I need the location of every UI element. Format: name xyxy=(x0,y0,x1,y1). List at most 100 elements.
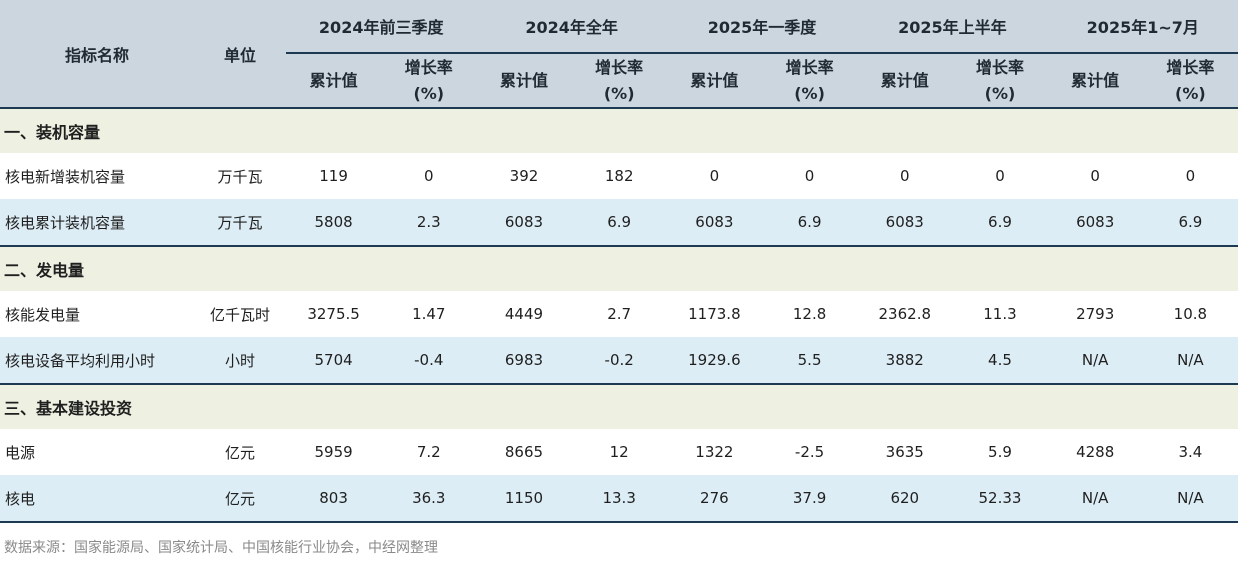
cumulative-value-cell: 6083 xyxy=(1047,199,1143,247)
header-growth-rate: 增长率 (%) xyxy=(761,53,858,109)
cumulative-value-cell: 2793 xyxy=(1047,291,1143,337)
growth-rate-cell: 6.9 xyxy=(952,199,1048,247)
indicator-unit: 亿元 xyxy=(194,429,286,475)
growth-rate-cell: -2.5 xyxy=(761,429,858,475)
indicator-unit: 万千瓦 xyxy=(194,153,286,199)
cumulative-value-cell: 3275.5 xyxy=(286,291,382,337)
cumulative-value-cell: 803 xyxy=(286,475,382,523)
indicator-name: 核电设备平均利用小时 xyxy=(0,337,194,385)
cumulative-value-cell: 6083 xyxy=(666,199,762,247)
indicator-unit: 亿元 xyxy=(194,475,286,523)
growth-rate-cell: 10.8 xyxy=(1142,291,1238,337)
growth-rate-cell: -0.4 xyxy=(381,337,477,385)
cumulative-value-cell: 3882 xyxy=(857,337,953,385)
section-title: 二、发电量 xyxy=(0,246,1238,291)
cumulative-value-cell: 119 xyxy=(286,153,382,199)
cumulative-value-cell: 1929.6 xyxy=(666,337,762,385)
cumulative-value-cell: 1322 xyxy=(666,429,762,475)
growth-rate-cell: 6.9 xyxy=(1142,199,1238,247)
table-row: 核电累计装机容量 万千瓦 5808 2.3 6083 6.9 6083 6.9 6083 6.9 6… xyxy=(0,199,1238,247)
cumulative-value-cell: 5808 xyxy=(286,199,382,247)
header-cumulative-value: 累计值 xyxy=(476,53,572,109)
growth-rate-cell: 3.4 xyxy=(1142,429,1238,475)
nuclear-power-stats-table: 指标名称 单位 2024年前三季度 2024年全年 2025年一季度 2025年… xyxy=(0,0,1238,523)
growth-rate-cell: 2.3 xyxy=(381,199,477,247)
cumulative-value-cell: 6083 xyxy=(476,199,572,247)
growth-rate-cell: 5.9 xyxy=(952,429,1048,475)
growth-rate-cell: 4.5 xyxy=(952,337,1048,385)
header-unit: 单位 xyxy=(194,0,286,109)
indicator-name: 电源 xyxy=(0,429,194,475)
cumulative-value-cell: 8665 xyxy=(476,429,572,475)
section-title: 三、基本建设投资 xyxy=(0,384,1238,429)
growth-rate-cell: 6.9 xyxy=(571,199,667,247)
header-cumulative-value: 累计值 xyxy=(1047,53,1143,109)
header-cumulative-value: 累计值 xyxy=(286,53,382,109)
header-growth-rate: 增长率 (%) xyxy=(381,53,477,109)
growth-rate-cell: 12 xyxy=(571,429,667,475)
growth-rate-cell: -0.2 xyxy=(571,337,667,385)
section-row: 二、发电量 xyxy=(0,246,1238,291)
indicator-name: 核能发电量 xyxy=(0,291,194,337)
header-cumulative-value: 累计值 xyxy=(666,53,762,109)
cumulative-value-cell: 6083 xyxy=(857,199,953,247)
growth-rate-cell: 0 xyxy=(761,153,858,199)
growth-rate-cell: 0 xyxy=(381,153,477,199)
cumulative-value-cell: 3635 xyxy=(857,429,953,475)
cumulative-value-cell: 276 xyxy=(666,475,762,523)
indicator-unit: 小时 xyxy=(194,337,286,385)
header-period: 2024年前三季度 xyxy=(286,0,477,54)
indicator-name: 核电累计装机容量 xyxy=(0,199,194,247)
section-row: 一、装机容量 xyxy=(0,108,1238,153)
growth-rate-cell: 11.3 xyxy=(952,291,1048,337)
indicator-name: 核电新增装机容量 xyxy=(0,153,194,199)
indicator-unit: 万千瓦 xyxy=(194,199,286,247)
growth-rate-cell: 2.7 xyxy=(571,291,667,337)
header-cumulative-value: 累计值 xyxy=(857,53,953,109)
subheader-row: 累计值 增长率 (%) 累计值 增长率 (%) 累计值 增长率 (%) 累计值 增长率 (%) 累计值增… xyxy=(0,53,1238,109)
header-period: 2025年1~7月 xyxy=(1047,0,1238,54)
header-period: 2025年一季度 xyxy=(666,0,858,54)
cumulative-value-cell: 1150 xyxy=(476,475,572,523)
cumulative-value-cell: 0 xyxy=(1047,153,1143,199)
table-row: 电源 亿元 5959 7.2 8665 12 1322 -2.5 3635 5.9 4288 3.4 xyxy=(0,429,1238,475)
section-title: 一、装机容量 xyxy=(0,108,1238,153)
table-row: 核电设备平均利用小时 小时 5704 -0.4 6983 -0.2 1929.6 5.5 388… xyxy=(0,337,1238,385)
cumulative-value-cell: 620 xyxy=(857,475,953,523)
growth-rate-cell: 12.8 xyxy=(761,291,858,337)
growth-rate-cell: 0 xyxy=(1142,153,1238,199)
growth-rate-cell: 36.3 xyxy=(381,475,477,523)
header-growth-rate: 增长率 (%) xyxy=(952,53,1048,109)
growth-rate-cell: N/A xyxy=(1142,337,1238,385)
growth-rate-cell: 5.5 xyxy=(761,337,858,385)
cumulative-value-cell: N/A xyxy=(1047,337,1143,385)
header-indicator-name: 指标名称 xyxy=(0,0,194,109)
header-period: 2024年全年 xyxy=(476,0,667,54)
header-growth-rate: 增长率 (%) xyxy=(571,53,667,109)
header-period: 2025年上半年 xyxy=(857,0,1048,54)
indicator-name: 核电 xyxy=(0,475,194,523)
cumulative-value-cell: N/A xyxy=(1047,475,1143,523)
cumulative-value-cell: 0 xyxy=(857,153,953,199)
cumulative-value-cell: 1173.8 xyxy=(666,291,762,337)
growth-rate-cell: 7.2 xyxy=(381,429,477,475)
growth-rate-cell: 1.47 xyxy=(381,291,477,337)
table-body: 一、装机容量 核电新增装机容量 万千瓦 119 0 392 182 0 0 0 0 0 0 核电累计装机容… xyxy=(0,108,1238,523)
table-row: 核能发电量 亿千瓦时 3275.5 1.47 4449 2.7 1173.8 12.8 2362… xyxy=(0,291,1238,337)
data-source-note: 数据来源：国家能源局、国家统计局、中国核能行业协会，中经网整理 xyxy=(4,540,438,556)
cumulative-value-cell: 5959 xyxy=(286,429,382,475)
cumulative-value-cell: 392 xyxy=(476,153,572,199)
table-row: 核电 亿元 803 36.3 1150 13.3 276 37.9 620 52.33 N/A N/A xyxy=(0,475,1238,523)
growth-rate-cell: 37.9 xyxy=(761,475,858,523)
indicator-unit: 亿千瓦时 xyxy=(194,291,286,337)
section-row: 三、基本建设投资 xyxy=(0,384,1238,429)
growth-rate-cell: 13.3 xyxy=(571,475,667,523)
cumulative-value-cell: 6983 xyxy=(476,337,572,385)
cumulative-value-cell: 2362.8 xyxy=(857,291,953,337)
growth-rate-cell: N/A xyxy=(1142,475,1238,523)
growth-rate-cell: 6.9 xyxy=(761,199,858,247)
growth-rate-cell: 182 xyxy=(571,153,667,199)
cumulative-value-cell: 0 xyxy=(666,153,762,199)
cumulative-value-cell: 4288 xyxy=(1047,429,1143,475)
header-growth-rate: 增长率 (%) xyxy=(1142,53,1238,109)
